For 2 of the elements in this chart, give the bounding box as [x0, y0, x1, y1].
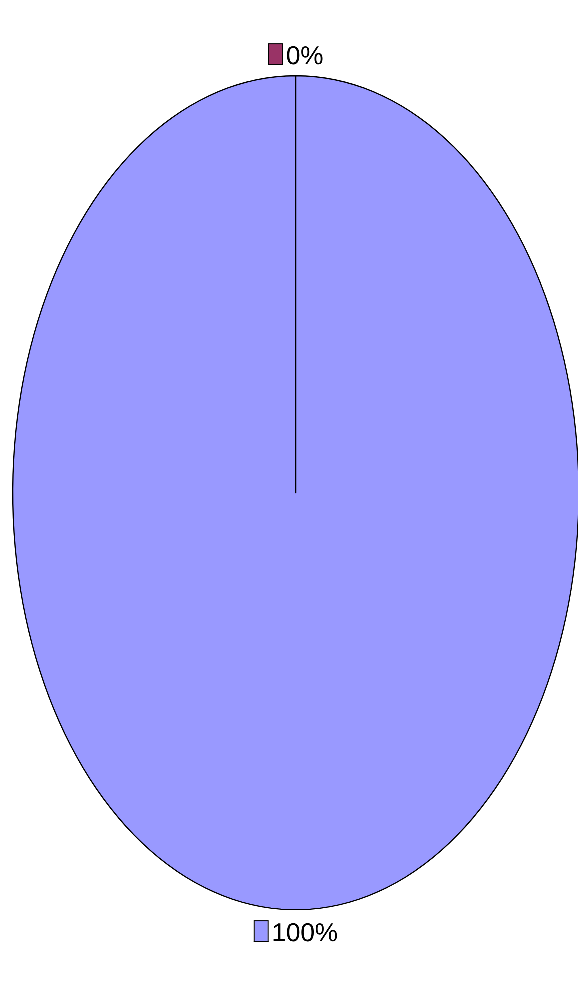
text: 0% — [287, 46, 323, 65]
data-label: 100% — [274, 923, 338, 942]
